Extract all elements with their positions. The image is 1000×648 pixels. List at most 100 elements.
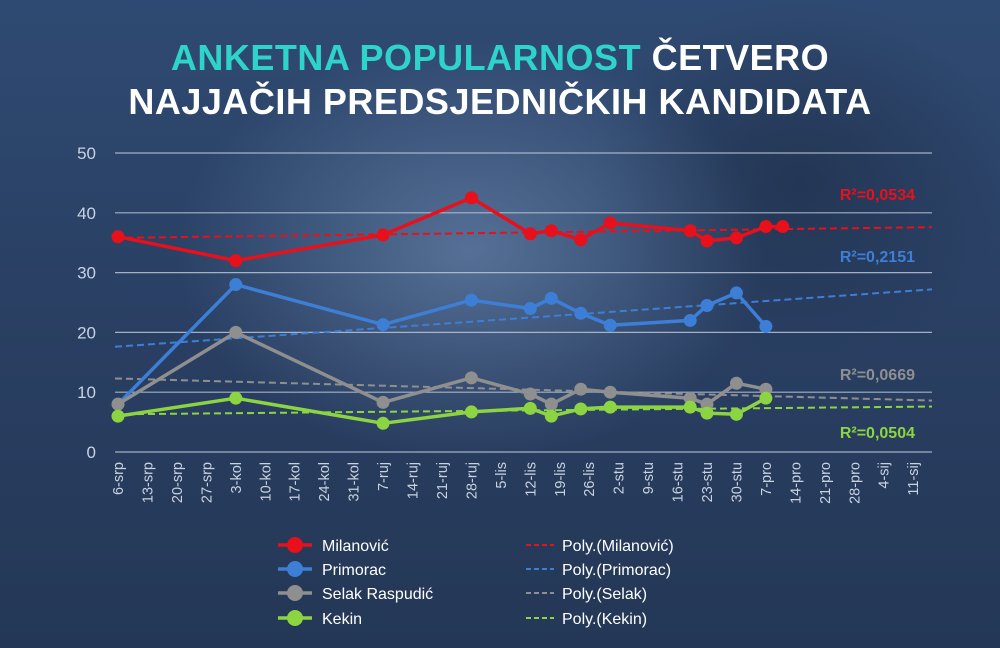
data-point	[700, 298, 714, 312]
x-tick-label: 20-srp	[170, 462, 186, 503]
x-tick-label: 2-stu	[612, 462, 628, 494]
data-point	[544, 409, 558, 423]
data-point	[759, 382, 773, 396]
data-point	[759, 220, 773, 234]
data-point	[574, 402, 588, 416]
x-tick-label: 17-kol	[288, 462, 304, 502]
y-tick-label: 20	[77, 323, 96, 342]
legend-label: Poly.(Primorac)	[562, 562, 671, 579]
x-tick-label: 3-kol	[229, 462, 245, 493]
y-tick-label: 30	[77, 264, 96, 283]
x-tick-label: 7-pro	[759, 462, 775, 496]
data-series	[111, 191, 790, 430]
chart-title: ANKETNA POPULARNOST ČETVERO NAJJAČIH PRE…	[0, 36, 1000, 124]
legend-label: Kekin	[322, 611, 362, 628]
x-tick-label: 28-pro	[847, 462, 863, 504]
data-point	[603, 318, 617, 332]
r2-label: R²=0,0669	[840, 367, 915, 384]
data-point	[603, 216, 617, 230]
title-rest: ČETVERO	[641, 37, 830, 78]
legend-label: Selak Raspudić	[322, 586, 433, 603]
x-tick-label: 28-ruj	[464, 462, 480, 499]
x-tick-label: 26-lis	[582, 462, 598, 497]
data-point	[574, 382, 588, 396]
x-axis: 6-srp 13-srp 20-srp 27-srp 3-kol 10-kol 17-kol…	[111, 462, 922, 504]
legend-label: Primorac	[322, 562, 386, 579]
data-point	[776, 220, 790, 234]
data-point	[544, 224, 558, 238]
title-accent: ANKETNA POPULARNOST	[170, 37, 642, 78]
x-tick-label: 14-ruj	[406, 462, 422, 499]
data-point	[683, 400, 697, 414]
legend-label: Milanović	[322, 538, 389, 555]
x-tick-label: 21-pro	[818, 462, 834, 504]
x-tick-label: 16-stu	[671, 462, 687, 502]
data-point	[729, 286, 743, 300]
data-point	[683, 224, 697, 238]
x-tick-label: 13-srp	[140, 462, 156, 503]
data-point	[523, 227, 537, 241]
title-line-1: ANKETNA POPULARNOST ČETVERO	[0, 36, 1000, 80]
data-point	[729, 407, 743, 421]
data-point	[464, 371, 478, 385]
x-tick-label: 9-stu	[641, 462, 657, 494]
data-point	[574, 233, 588, 247]
series-line	[117, 396, 767, 426]
data-point	[700, 234, 714, 248]
x-tick-label: 6-srp	[111, 462, 127, 495]
data-point	[376, 416, 390, 430]
r2-label: R²=0,0504	[840, 425, 915, 442]
x-tick-label: 10-kol	[258, 462, 274, 502]
data-point	[376, 395, 390, 409]
x-tick-label: 11-sij	[906, 462, 922, 496]
data-point	[229, 391, 243, 405]
data-point	[111, 409, 125, 423]
legend-swatch-marker	[287, 610, 303, 626]
x-tick-label: 12-lis	[523, 462, 539, 497]
data-point	[759, 391, 773, 405]
y-tick-label: 40	[77, 204, 96, 223]
trendline	[114, 377, 933, 402]
x-tick-label: 14-pro	[788, 462, 804, 504]
data-point	[229, 325, 243, 339]
data-point	[544, 397, 558, 411]
data-point	[523, 401, 537, 415]
data-point	[603, 400, 617, 414]
x-tick-label: 4-sij	[877, 462, 893, 489]
r2-label: R²=0,0534	[840, 187, 915, 204]
data-point	[700, 406, 714, 420]
data-point	[111, 397, 125, 411]
data-point	[464, 405, 478, 419]
data-point	[523, 301, 537, 315]
data-point	[700, 397, 714, 411]
x-tick-label: 23-stu	[700, 462, 716, 502]
legend: Milanović Primorac Selak Raspudić Kekin Poly…	[278, 537, 674, 628]
r2-label: R²=0,2151	[840, 249, 915, 266]
series-line	[117, 196, 783, 263]
x-tick-label: 30-stu	[729, 462, 745, 502]
data-point	[464, 293, 478, 307]
data-point	[544, 291, 558, 305]
data-point	[729, 376, 743, 390]
data-point	[376, 318, 390, 332]
data-point	[683, 391, 697, 405]
x-tick-label: 24-kol	[317, 462, 333, 502]
legend-label: Poly.(Selak)	[562, 586, 647, 603]
x-tick-label: 5-lis	[494, 462, 510, 489]
data-point	[523, 387, 537, 401]
data-point	[683, 313, 697, 327]
data-point	[111, 230, 125, 244]
legend-swatch-marker	[287, 537, 303, 553]
x-tick-label: 27-srp	[199, 462, 215, 503]
legend-swatch-marker	[287, 585, 303, 601]
x-tick-label: 31-kol	[347, 462, 363, 502]
y-tick-label: 50	[77, 144, 96, 163]
legend-swatch-marker	[287, 561, 303, 577]
data-point	[376, 228, 390, 242]
gridlines	[115, 152, 932, 453]
data-point	[229, 278, 243, 292]
data-point	[759, 319, 773, 333]
y-tick-label: 0	[87, 443, 96, 462]
x-tick-label: 21-ruj	[435, 462, 451, 499]
